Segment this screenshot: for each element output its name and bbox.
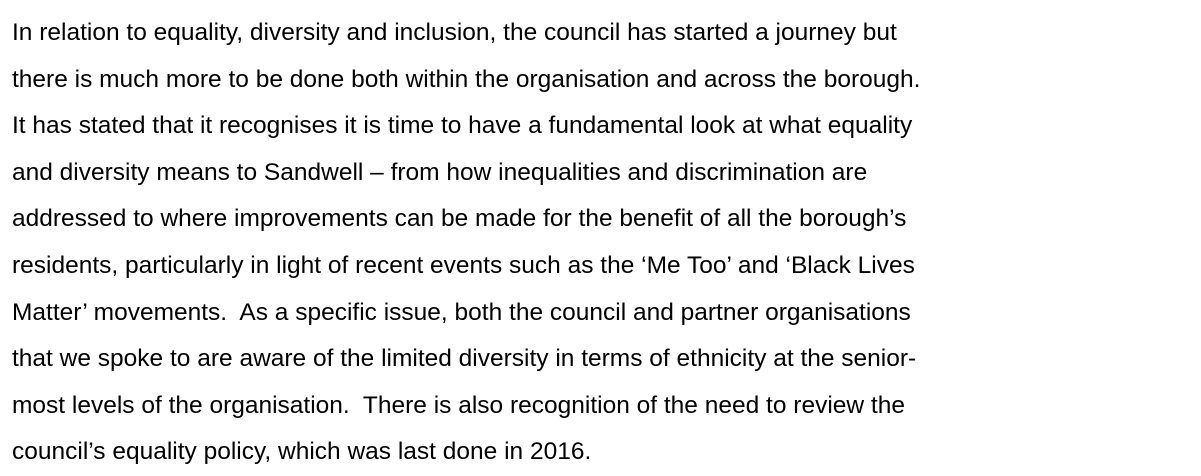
text-line: residents, particularly in light of rece… <box>12 251 915 279</box>
text-line: there is much more to be done both withi… <box>12 65 921 93</box>
text-line: In relation to equality, diversity and i… <box>12 19 897 46</box>
text-line: It has stated that it recognises it is t… <box>12 112 913 140</box>
text-line: council’s equality policy, which was las… <box>12 438 592 466</box>
text-line: most levels of the organisation. There i… <box>12 391 905 419</box>
text-line: and diversity means to Sandwell – from h… <box>12 158 868 186</box>
text-line: addressed to where improvements can be m… <box>12 205 907 233</box>
text-line: Matter’ movements. As a specific issue, … <box>12 298 911 326</box>
paragraph: In relation to equality, diversity and i… <box>12 10 1201 476</box>
text-line: that we spoke to are aware of the limite… <box>12 345 917 373</box>
